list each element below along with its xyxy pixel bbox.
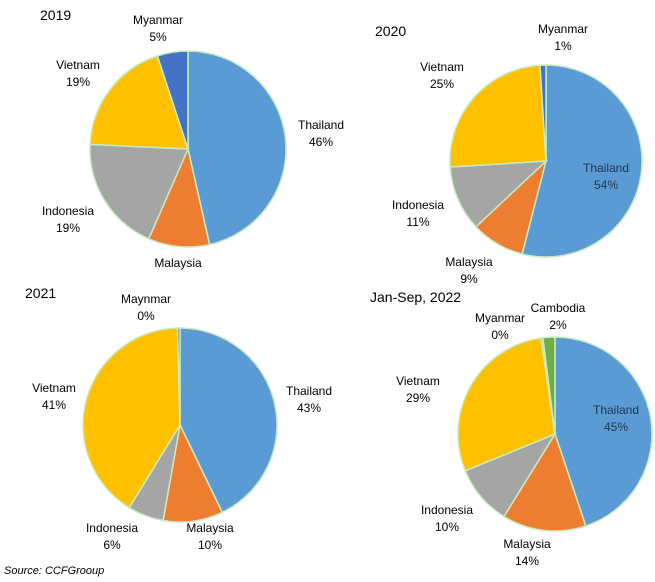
slice-percent-myanmar: 1%	[554, 39, 572, 53]
slice-percent-malaysia: 10%	[198, 538, 222, 552]
slice-percent-malaysia: 14%	[515, 554, 539, 568]
slice-label-vietnam: Vietnam	[396, 374, 440, 388]
slice-label-vietnam: Vietnam	[420, 60, 464, 74]
pie-slice-vietnam	[457, 337, 556, 472]
pie-chart-3: Thailand 43% Malaysia 10% Indonesia 6% Vietnam…	[32, 292, 332, 552]
slice-percent-myanmar: 5%	[149, 30, 167, 44]
slice-label-vietnam: Vietnam	[32, 381, 76, 395]
pie-slice-indonesia	[449, 160, 549, 228]
pie-chart-2: Thailand 54% Malaysia 9% Indonesia 11% Vietnam…	[392, 22, 643, 286]
pie-slice-maynmar	[176, 327, 181, 426]
slice-label-malaysia: Malaysia	[445, 255, 493, 269]
source-note: Source: CCFGrooup	[4, 565, 104, 577]
slice-label-malaysia: Malaysia	[154, 256, 202, 270]
slice-percent-thailand: 43%	[297, 401, 321, 415]
pie-slice-thailand	[521, 64, 643, 258]
slice-label-indonesia: Indonesia	[86, 521, 138, 535]
chart-title-2019: 2019	[40, 7, 71, 23]
slice-label-indonesia: Indonesia	[421, 503, 473, 517]
pie-chart-1: Thailand 46% Malaysia Indonesia 19% Vietnam 19…	[42, 13, 344, 270]
slice-percent-vietnam: 41%	[42, 398, 66, 412]
slice-percent-vietnam: 29%	[406, 391, 430, 405]
slice-label-maynmar: Maynmar	[121, 292, 171, 306]
slice-percent-vietnam: 19%	[66, 75, 90, 89]
pie-slice-indonesia	[89, 143, 190, 240]
pie-slice-malaysia	[502, 432, 587, 532]
slice-percent-malaysia: 9%	[460, 272, 478, 286]
slice-percent-indonesia: 10%	[435, 520, 459, 534]
pie-slice-myanmar	[539, 64, 547, 162]
slice-percent-vietnam: 25%	[430, 77, 454, 91]
slice-percent-myanmar: 0%	[491, 328, 509, 342]
pie-chart-4: Thailand 45% Malaysia 14% Indonesia 10% Vietna…	[396, 301, 653, 568]
slice-label-thailand: Thailand	[286, 384, 332, 398]
pie-slice-vietnam	[82, 327, 181, 509]
slice-label-thailand: Thailand	[298, 118, 344, 132]
pie-slice-thailand	[179, 327, 278, 514]
slice-percent-indonesia: 19%	[56, 221, 80, 235]
slice-percent-thailand: 46%	[309, 135, 333, 149]
slice-label-malaysia: Malaysia	[503, 537, 551, 551]
slice-label-myanmar: Myanmar	[475, 311, 525, 325]
chart-title-2022: Jan-Sep, 2022	[370, 289, 461, 305]
slice-label-myanmar: Myanmar	[133, 13, 183, 27]
slice-label-thailand: Thailand	[593, 403, 639, 417]
slice-label-indonesia: Indonesia	[42, 204, 94, 218]
slice-label-vietnam: Vietnam	[56, 58, 100, 72]
pie-slice-cambodia	[542, 336, 556, 435]
chart-title-2020: 2020	[375, 23, 406, 39]
slice-label-cambodia: Cambodia	[531, 301, 586, 315]
slice-label-myanmar: Myanmar	[538, 22, 588, 36]
slice-percent-thailand: 54%	[594, 178, 618, 192]
chart-title-2021: 2021	[25, 285, 56, 301]
slice-label-indonesia: Indonesia	[392, 198, 444, 212]
slice-percent-indonesia: 11%	[406, 215, 429, 229]
pie-slice-vietnam	[89, 54, 190, 150]
slice-percent-thailand: 45%	[604, 420, 628, 434]
pie-slice-thailand	[187, 50, 287, 246]
slice-percent-maynmar: 0%	[137, 309, 155, 323]
slice-percent-indonesia: 6%	[103, 538, 121, 552]
slice-label-malaysia: Malaysia	[186, 521, 234, 535]
pie-slice-thailand	[554, 336, 653, 527]
slice-percent-cambodia: 2%	[549, 318, 567, 332]
pie-slice-myanmar	[156, 50, 189, 150]
slice-label-thailand: Thailand	[583, 161, 629, 175]
pie-slice-vietnam	[449, 64, 547, 168]
